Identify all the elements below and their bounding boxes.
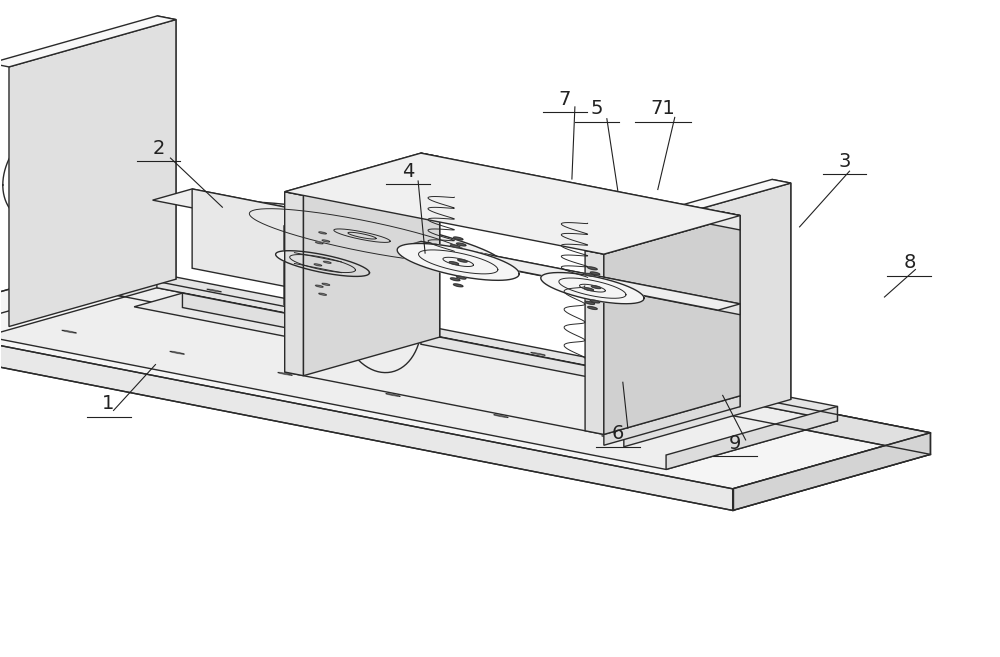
Polygon shape — [323, 261, 331, 263]
Polygon shape — [531, 352, 545, 355]
Polygon shape — [584, 288, 593, 290]
Text: 9: 9 — [728, 434, 741, 453]
Polygon shape — [457, 243, 466, 246]
Polygon shape — [315, 285, 323, 287]
Polygon shape — [170, 351, 184, 354]
Polygon shape — [315, 242, 323, 244]
Polygon shape — [319, 232, 326, 234]
Polygon shape — [293, 238, 328, 332]
Polygon shape — [772, 179, 791, 399]
Polygon shape — [453, 284, 463, 286]
Polygon shape — [733, 433, 930, 510]
Polygon shape — [192, 189, 324, 294]
Text: 8: 8 — [903, 254, 916, 273]
Polygon shape — [747, 395, 761, 397]
Polygon shape — [293, 248, 396, 351]
Polygon shape — [602, 436, 616, 439]
Polygon shape — [0, 288, 837, 470]
Polygon shape — [270, 317, 454, 357]
Polygon shape — [0, 267, 930, 489]
Polygon shape — [421, 242, 740, 315]
Polygon shape — [0, 16, 176, 67]
Polygon shape — [285, 153, 740, 254]
Polygon shape — [604, 396, 740, 445]
Text: 4: 4 — [402, 162, 414, 181]
Polygon shape — [541, 273, 644, 304]
Polygon shape — [458, 260, 467, 262]
Polygon shape — [0, 289, 930, 510]
Polygon shape — [605, 179, 791, 231]
Polygon shape — [588, 267, 597, 270]
Polygon shape — [421, 333, 740, 407]
Polygon shape — [624, 183, 791, 447]
Polygon shape — [399, 242, 740, 310]
Polygon shape — [666, 407, 837, 470]
Polygon shape — [276, 251, 369, 277]
Polygon shape — [9, 20, 176, 327]
Polygon shape — [328, 238, 431, 342]
Polygon shape — [322, 240, 330, 242]
Text: 71: 71 — [650, 99, 675, 118]
Polygon shape — [449, 261, 459, 265]
Polygon shape — [494, 415, 508, 417]
Polygon shape — [285, 333, 740, 434]
Polygon shape — [314, 317, 454, 353]
Polygon shape — [639, 374, 653, 376]
Polygon shape — [421, 153, 440, 337]
Polygon shape — [585, 250, 604, 434]
Polygon shape — [285, 153, 440, 195]
Polygon shape — [721, 212, 740, 396]
Polygon shape — [453, 237, 463, 240]
Polygon shape — [157, 273, 837, 421]
Polygon shape — [157, 16, 176, 279]
Polygon shape — [284, 215, 324, 305]
Polygon shape — [421, 153, 740, 230]
Polygon shape — [396, 259, 431, 351]
Polygon shape — [604, 215, 740, 434]
Polygon shape — [303, 157, 440, 376]
Polygon shape — [585, 273, 595, 276]
Text: 7: 7 — [559, 89, 571, 108]
Polygon shape — [207, 289, 221, 292]
Polygon shape — [585, 212, 740, 254]
Polygon shape — [457, 276, 466, 279]
Polygon shape — [386, 394, 400, 396]
Polygon shape — [285, 192, 303, 376]
Polygon shape — [62, 330, 76, 333]
Polygon shape — [134, 293, 361, 342]
Polygon shape — [319, 293, 326, 295]
Text: 1: 1 — [102, 394, 115, 413]
Polygon shape — [182, 293, 361, 342]
Polygon shape — [590, 300, 600, 303]
Polygon shape — [315, 310, 329, 313]
Polygon shape — [86, 267, 930, 455]
Polygon shape — [590, 272, 600, 275]
Polygon shape — [314, 264, 322, 266]
Text: 3: 3 — [838, 152, 851, 171]
Polygon shape — [585, 302, 595, 304]
Polygon shape — [591, 286, 601, 288]
Polygon shape — [322, 283, 330, 285]
Polygon shape — [588, 307, 597, 309]
Polygon shape — [450, 278, 460, 281]
Polygon shape — [221, 202, 503, 269]
Polygon shape — [397, 244, 519, 281]
Polygon shape — [450, 245, 460, 248]
Text: 2: 2 — [152, 139, 165, 158]
Polygon shape — [153, 189, 324, 226]
Text: 5: 5 — [591, 99, 603, 118]
Polygon shape — [423, 331, 437, 334]
Polygon shape — [278, 373, 292, 375]
Text: 6: 6 — [612, 424, 624, 443]
